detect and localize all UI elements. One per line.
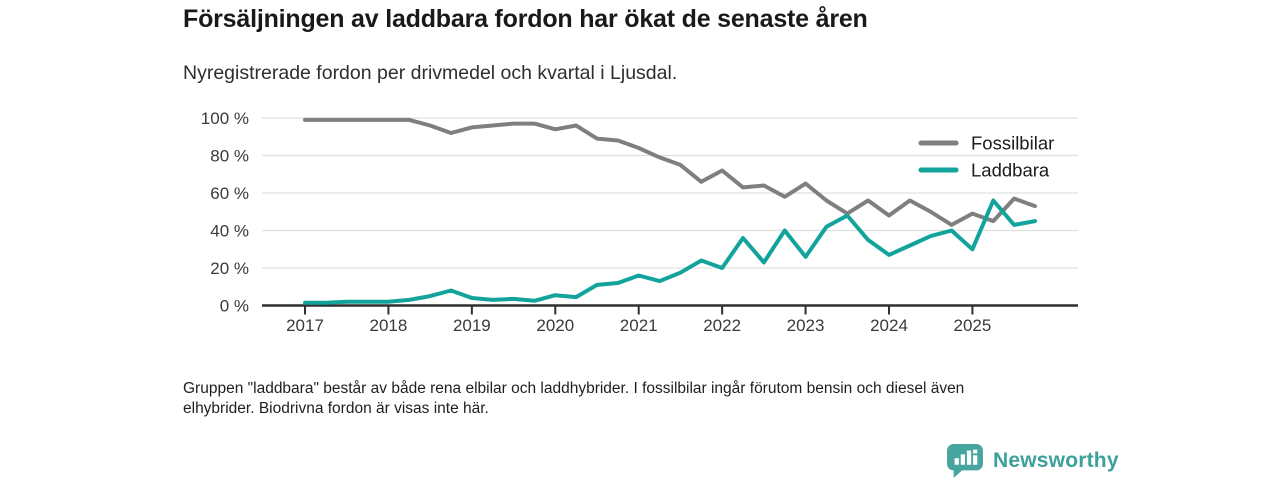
chart-footnote: Gruppen "laddbara" består av både rena e… [183,379,964,419]
legend-label-laddbara: Laddbara [971,160,1050,181]
logo-text: Newsworthy [993,448,1119,472]
x-tick-label: 2022 [703,316,741,335]
x-tick-label: 2018 [370,316,408,335]
y-tick-label: 20 % [210,259,249,278]
x-tick-label: 2019 [453,316,491,335]
chart-legend: Fossilbilar Laddbara [918,133,1054,181]
x-tick-label: 2021 [620,316,658,335]
x-tick-label: 2020 [536,316,574,335]
y-tick-label: 100 % [201,109,249,128]
newsworthy-logo: Newsworthy [946,443,1119,478]
y-tick-label: 80 % [210,147,249,166]
legend-label-fossilbilar: Fossilbilar [971,133,1054,154]
page-title: Försäljningen av laddbara fordon har öka… [183,5,868,33]
fossilbilar-line [303,117,1037,227]
x-axis: 2017 2018 2019 2020 2021 2022 2023 2024 2025 [286,306,992,335]
footnote-line: elhybrider. Biodrivna fordon är visas in… [183,400,489,417]
x-tick-label: 2017 [286,316,324,335]
bar-chart-speech-bubble-icon [947,443,983,478]
y-tick-label: 0 % [220,297,249,316]
x-tick-label: 2025 [954,316,992,335]
laddbara-line [303,198,1037,305]
y-tick-label: 40 % [210,222,249,241]
footnote-line: Gruppen "laddbara" består av både rena e… [183,380,965,397]
data-lines [303,117,1037,305]
chart-subtitle: Nyregistrerade fordon per drivmedel och … [183,62,678,84]
y-axis-labels: 0 % 20 % 40 % 60 % 80 % 100 % [201,109,249,316]
x-tick-label: 2024 [870,316,908,335]
x-tick-label: 2023 [787,316,825,335]
y-tick-label: 60 % [210,184,249,203]
